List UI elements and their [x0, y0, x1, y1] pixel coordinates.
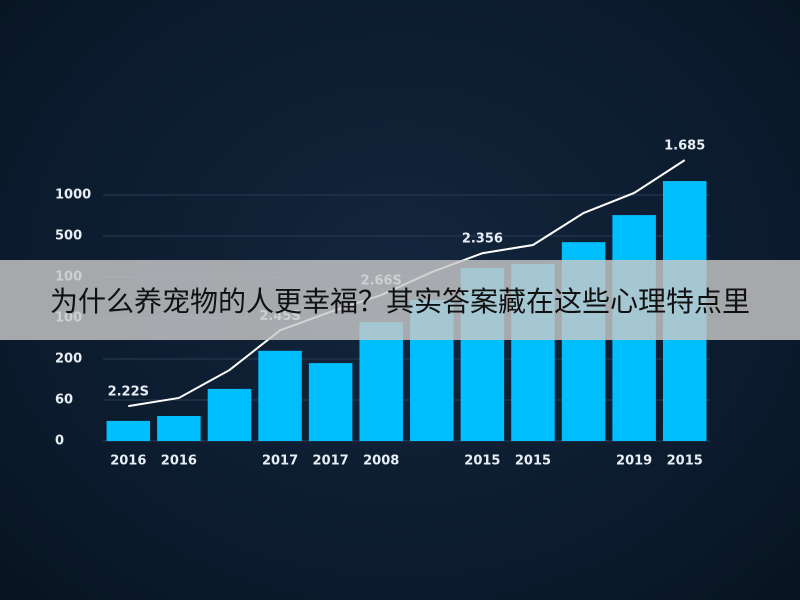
x-tick-label: 2017	[262, 454, 298, 469]
banner: 为什么养宠物的人更幸福？其实答案藏在这些心理特点里	[0, 260, 800, 340]
y-tick-label: 200	[55, 352, 82, 367]
annotation: 2.22S	[108, 385, 149, 400]
x-tick-label: 2015	[667, 454, 703, 469]
y-tick-label: 0	[55, 434, 64, 449]
x-tick-label: 2008	[363, 454, 399, 469]
bar	[106, 420, 151, 441]
banner-text: 为什么养宠物的人更幸福？其实答案藏在这些心理特点里	[49, 285, 750, 318]
bar	[157, 415, 201, 441]
x-tick-label: 2019	[616, 454, 652, 469]
y-tick-label: 1000	[55, 188, 91, 203]
x-tick-label: 2016	[110, 454, 146, 469]
bar	[207, 388, 252, 441]
bar	[308, 363, 353, 441]
x-tick-label: 2017	[313, 454, 349, 469]
x-tick-label: 2015	[464, 454, 500, 469]
bar	[258, 350, 302, 441]
x-tick-label: 2016	[161, 454, 197, 469]
bar	[359, 322, 403, 441]
y-tick-label: 60	[55, 393, 73, 408]
y-tick-label: 500	[55, 229, 82, 244]
x-tick-label: 2015	[515, 454, 551, 469]
annotation: 1.685	[664, 139, 705, 154]
annotation: 2.356	[462, 232, 503, 247]
